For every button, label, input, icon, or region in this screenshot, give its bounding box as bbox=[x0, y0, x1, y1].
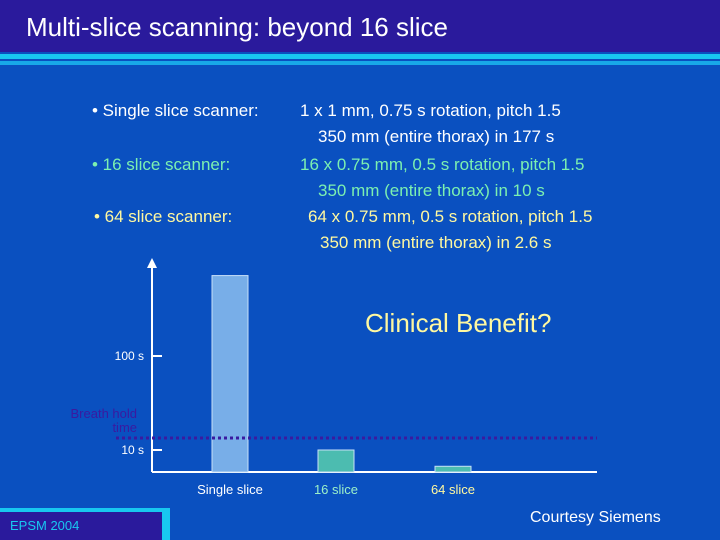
spec-16-result: 350 mm (entire thorax) in 10 s bbox=[318, 181, 545, 200]
spec-single-detail: 1 x 1 mm, 0.75 s rotation, pitch 1.5 bbox=[300, 101, 561, 120]
title-bar bbox=[0, 0, 720, 52]
spec-single-label: • Single slice scanner: bbox=[92, 101, 259, 120]
title-underline-secondary bbox=[0, 61, 720, 65]
slide-title: Multi-slice scanning: beyond 16 slice bbox=[26, 12, 448, 42]
footer-bar bbox=[0, 512, 162, 540]
y-axis-arrow bbox=[147, 258, 157, 268]
clinical-benefit-text: Clinical Benefit? bbox=[365, 308, 552, 338]
breath-hold-label-time: time bbox=[112, 420, 137, 435]
spec-64-label: • 64 slice scanner: bbox=[94, 207, 233, 226]
bar bbox=[434, 465, 472, 473]
spec-64-result: 350 mm (entire thorax) in 2.6 s bbox=[320, 233, 552, 252]
spec-16-label: • 16 slice scanner: bbox=[92, 155, 231, 174]
spec-single-result: 350 mm (entire thorax) in 177 s bbox=[318, 127, 555, 146]
x-tick-label: 16 slice bbox=[314, 482, 358, 497]
footer-courtesy: Courtesy Siemens bbox=[530, 509, 661, 526]
bar bbox=[211, 275, 249, 473]
spec-16-detail: 16 x 0.75 mm, 0.5 s rotation, pitch 1.5 bbox=[300, 155, 585, 174]
footer-accent-side bbox=[162, 512, 170, 540]
footer-accent-top bbox=[0, 508, 170, 512]
breath-hold-label: Breath hold bbox=[71, 406, 138, 421]
title-underline bbox=[0, 54, 720, 59]
y-tick-label: 10 s bbox=[121, 443, 144, 457]
footer-conference: EPSM 2004 bbox=[10, 518, 80, 533]
bar bbox=[317, 449, 355, 473]
spec-64-detail: 64 x 0.75 mm, 0.5 s rotation, pitch 1.5 bbox=[308, 207, 593, 226]
y-tick-label: 100 s bbox=[115, 349, 144, 363]
x-tick-label: 64 slice bbox=[431, 482, 475, 497]
x-tick-label: Single slice bbox=[197, 482, 263, 497]
